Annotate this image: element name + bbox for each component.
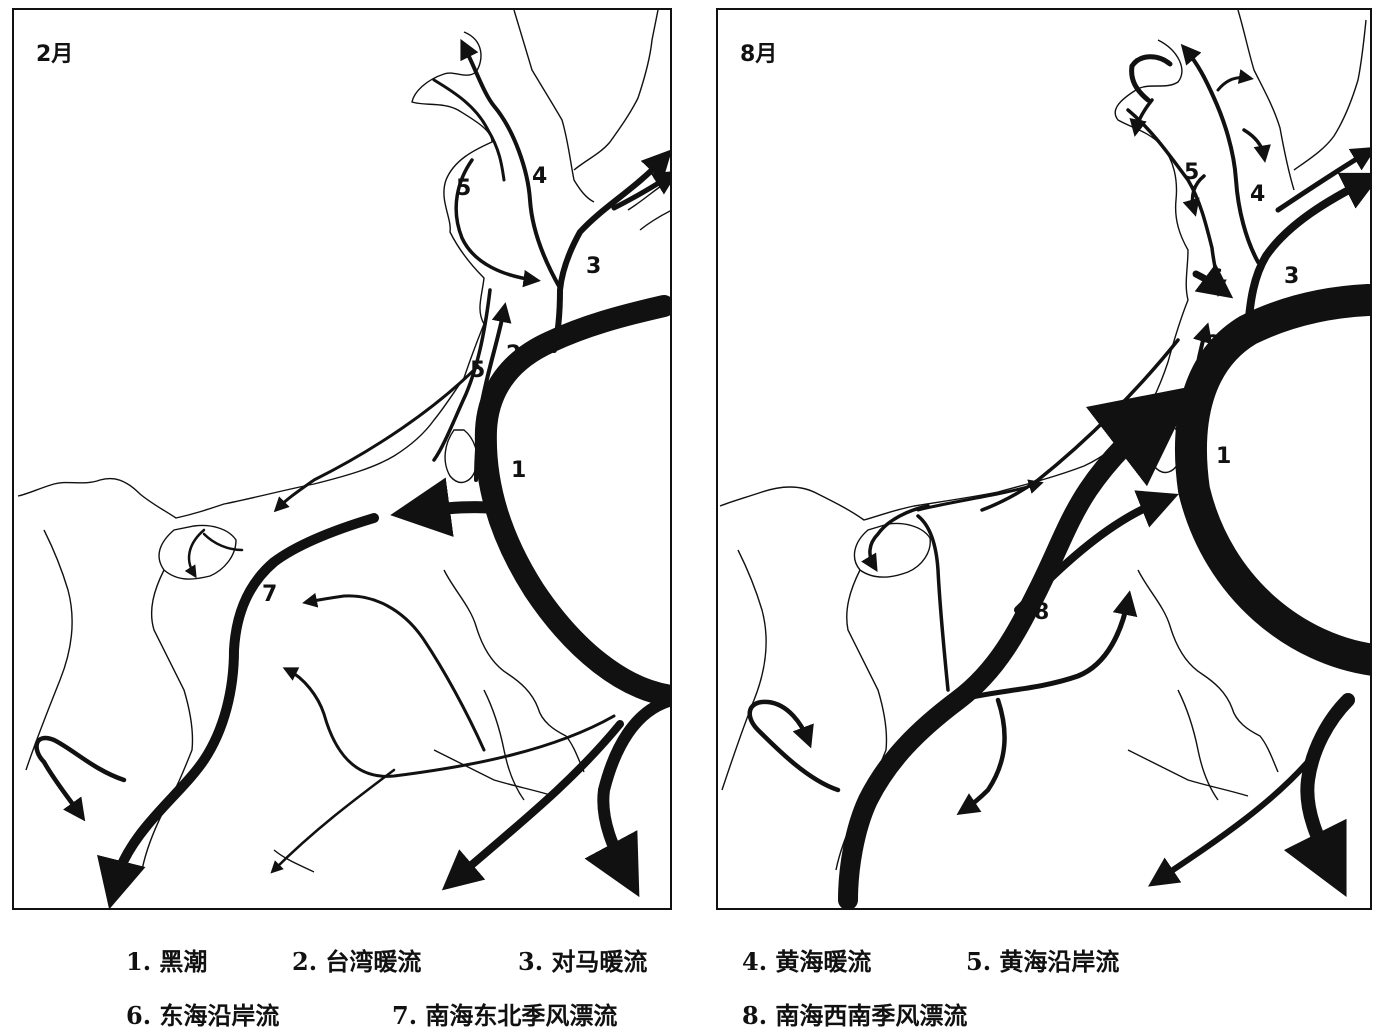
month-label-february: 2月: [36, 42, 74, 67]
legend-item-6: 6. 东海沿岸流: [126, 1001, 280, 1030]
map-panel-february: 2月 1 2 3 4 5 5 7: [12, 8, 672, 910]
major-currents: [97, 38, 670, 908]
legend-item-1: 1. 黑潮: [126, 947, 208, 976]
current-label-3: 3: [586, 254, 602, 279]
february-map: [17, 10, 670, 908]
current-label-5: 5: [1184, 160, 1200, 185]
coastline: [719, 10, 1367, 871]
august-map: [719, 10, 1370, 908]
legend-item-3: 3. 对马暖流: [518, 947, 648, 976]
current-label-6: 6: [1208, 266, 1224, 291]
current-label-4: 4: [532, 164, 548, 189]
current-label-3: 3: [1284, 264, 1300, 289]
coastline: [17, 10, 670, 873]
month-label-august: 8月: [740, 42, 778, 67]
map-panel-august: 8月 1 2 3 4 5 6 8: [716, 8, 1372, 910]
legend-item-8: 8. 南海西南季风漂流: [742, 1001, 968, 1030]
minor-currents: [747, 54, 1271, 815]
legend-item-5: 5. 黄海沿岸流: [966, 947, 1120, 976]
current-label-2: 2: [1206, 332, 1222, 357]
legend-item-7: 7. 南海东北季风漂流: [392, 1001, 618, 1030]
current-label-4: 4: [1250, 182, 1266, 207]
current-label-7: 7: [262, 582, 278, 607]
legend-item-2: 2. 台湾暖流: [292, 947, 422, 976]
current-label-1: 1: [511, 458, 527, 483]
current-label-8: 8: [1034, 600, 1050, 625]
major-currents: [838, 43, 1370, 908]
current-label-2: 2: [506, 342, 522, 367]
legend-item-4: 4. 黄海暖流: [742, 947, 872, 976]
current-label-5-south: 5: [470, 358, 486, 383]
current-label-1: 1: [1216, 444, 1232, 469]
minor-currents: [34, 78, 616, 874]
current-label-5-north: 5: [456, 176, 472, 201]
